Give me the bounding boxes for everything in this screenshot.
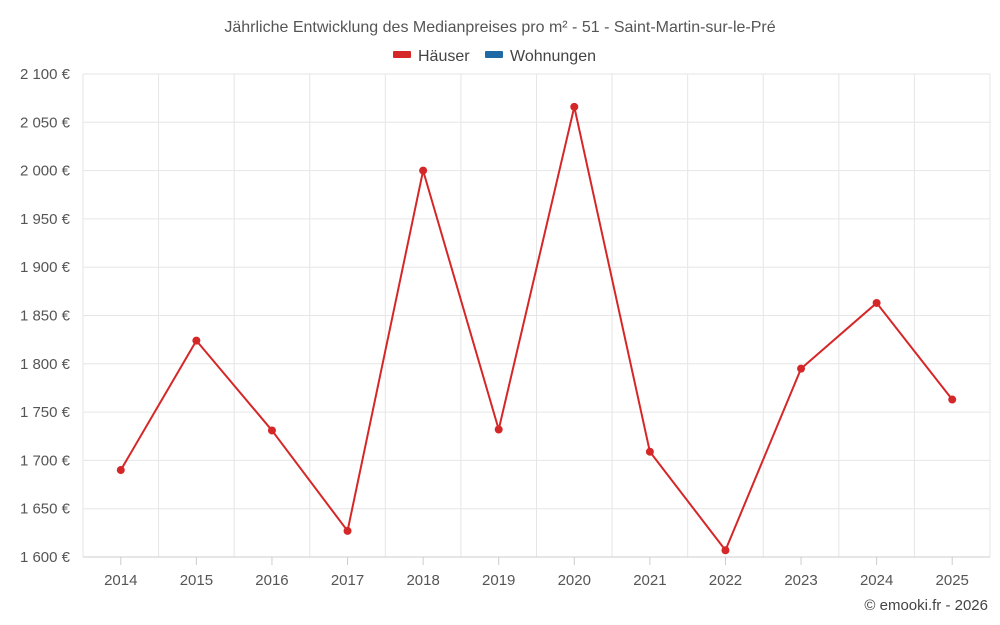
legend-label-houses: Häuser <box>418 48 470 65</box>
x-tick-label: 2020 <box>558 572 591 589</box>
data-point[interactable] <box>116 466 125 475</box>
legend-label-apartments: Wohnungen <box>510 48 596 65</box>
y-tick-label: 1 700 € <box>20 452 71 469</box>
x-tick-label: 2014 <box>104 572 137 589</box>
y-tick-label: 1 800 € <box>20 356 71 373</box>
y-tick-label: 1 950 € <box>20 211 71 228</box>
x-axis-ticks: 2014 2015 2016 2017 2018 2019 2020 2021 2022 2023… <box>104 557 969 589</box>
y-tick-label: 2 050 € <box>20 114 71 131</box>
y-tick-label: 1 600 € <box>20 549 71 566</box>
x-tick-label: 2022 <box>709 572 742 589</box>
legend-item-houses[interactable]: Häuser <box>393 48 470 65</box>
data-point[interactable] <box>797 364 806 373</box>
credit: © emooki.fr - 2026 <box>864 597 988 614</box>
x-tick-label: 2024 <box>860 572 893 589</box>
legend-swatch-apartments <box>485 51 503 58</box>
data-point[interactable] <box>192 336 201 345</box>
legend-swatch-houses <box>393 51 411 58</box>
y-axis-ticks: 1 600 € 1 650 € 1 700 € 1 750 € 1 800 € 1 850… <box>20 66 71 566</box>
data-point[interactable] <box>721 546 730 555</box>
data-point[interactable] <box>872 298 881 307</box>
x-tick-label: 2023 <box>784 572 817 589</box>
series-line-0 <box>119 105 953 552</box>
y-tick-label: 2 000 € <box>20 163 71 180</box>
x-tick-label: 2025 <box>936 572 969 589</box>
series-houses <box>116 102 957 555</box>
y-tick-label: 1 750 € <box>20 404 71 421</box>
y-tick-label: 1 650 € <box>20 501 71 518</box>
x-tick-label: 2017 <box>331 572 364 589</box>
chart-title: Jährliche Entwicklung des Medianpreises … <box>224 19 775 36</box>
y-tick-label: 1 900 € <box>20 259 71 276</box>
grid <box>82 73 991 558</box>
legend-item-apartments[interactable]: Wohnungen <box>485 48 596 65</box>
data-point[interactable] <box>570 102 579 111</box>
data-point[interactable] <box>948 395 957 404</box>
x-tick-label: 2021 <box>633 572 666 589</box>
x-tick-label: 2018 <box>406 572 439 589</box>
data-point[interactable] <box>645 447 654 456</box>
data-point[interactable] <box>267 426 276 435</box>
x-tick-label: 2016 <box>255 572 288 589</box>
data-point[interactable] <box>494 425 503 434</box>
x-tick-label: 2015 <box>180 572 213 589</box>
data-point[interactable] <box>419 166 428 175</box>
legend: Häuser Wohnungen <box>393 48 596 65</box>
x-tick-label: 2019 <box>482 572 515 589</box>
y-tick-label: 2 100 € <box>20 66 71 83</box>
data-point[interactable] <box>343 526 352 535</box>
y-tick-label: 1 850 € <box>20 308 71 325</box>
